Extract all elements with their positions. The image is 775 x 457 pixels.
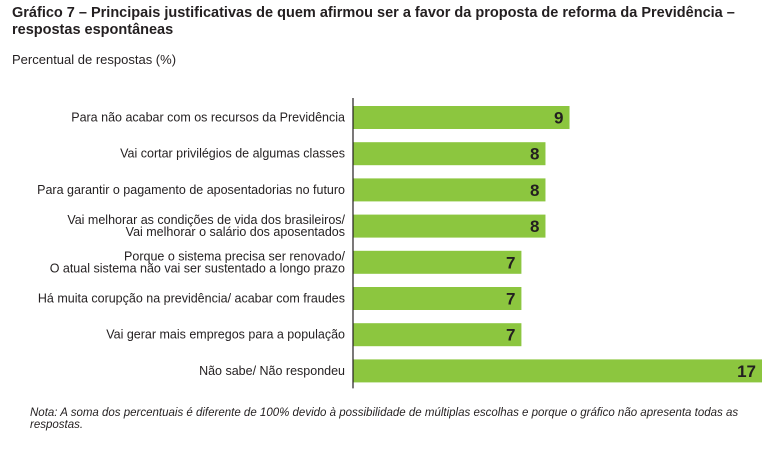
- bar: [353, 142, 546, 166]
- value-label: 8: [530, 145, 539, 164]
- category-label: Para garantir o pagamento de aposentador…: [37, 183, 345, 197]
- category-label: Vai melhorar as condições de vida dos br…: [67, 213, 345, 227]
- category-label: Vai cortar privilégios de algumas classe…: [120, 147, 345, 161]
- chart-title: Gráfico 7 – Principais justificativas de…: [12, 5, 735, 38]
- bar-chart: 9 Para não acabar com os recursos da Prev…: [37, 98, 762, 389]
- value-label: 7: [506, 253, 515, 272]
- category-label: Vai gerar mais empregos para a população: [106, 328, 345, 342]
- value-label: 7: [506, 290, 515, 309]
- category-label: O atual sistema não vai ser sustentado a…: [50, 261, 345, 275]
- bar: [353, 178, 546, 202]
- bar: [353, 250, 522, 274]
- value-label: 8: [530, 181, 539, 200]
- chart-subtitle: Percentual de respostas (%): [12, 52, 177, 67]
- category-label: Não sabe/ Não respondeu: [199, 364, 345, 378]
- bar: [353, 359, 762, 383]
- bar: [353, 287, 522, 310]
- chart-note: Nota: A soma dos percentuais é diferente…: [30, 407, 739, 431]
- bar: [353, 323, 522, 347]
- value-label: 8: [530, 217, 539, 236]
- category-label: Para não acabar com os recursos da Previ…: [71, 111, 345, 125]
- value-label: 7: [506, 326, 515, 345]
- value-label: 17: [737, 362, 756, 381]
- category-label: Há muita corupção na previdência/ acabar…: [38, 292, 345, 306]
- category-label: Porque o sistema precisa ser renovado/: [124, 249, 345, 263]
- category-label: Vai melhorar o salário dos aposentados: [126, 225, 345, 239]
- bar: [353, 106, 570, 129]
- value-label: 9: [554, 109, 563, 128]
- bar: [353, 214, 546, 238]
